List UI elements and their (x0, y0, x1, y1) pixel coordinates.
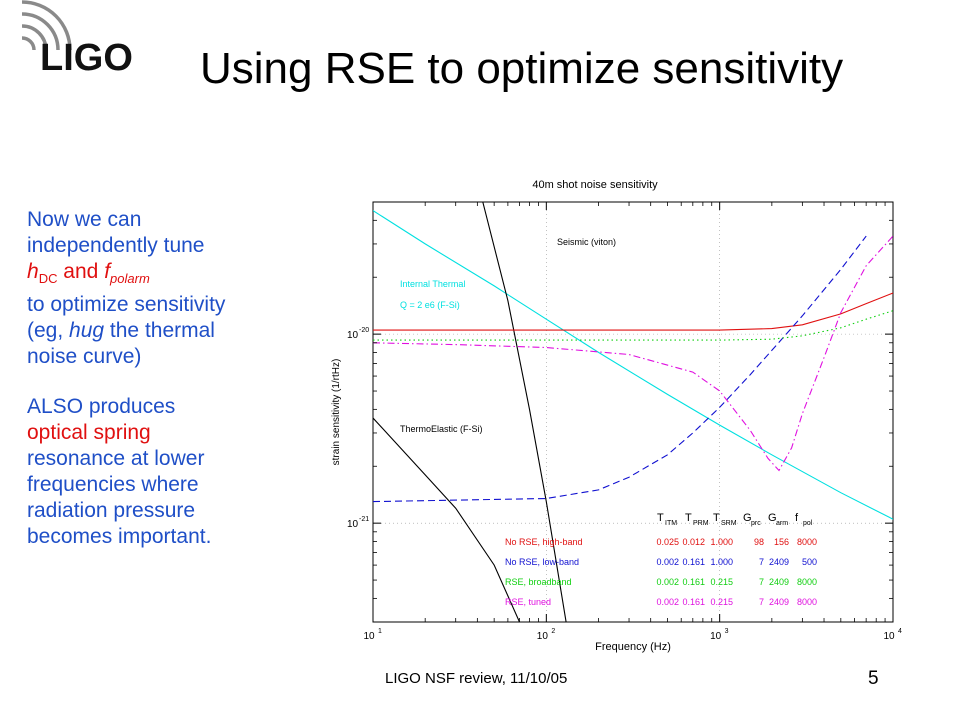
table-cell: 7 (759, 557, 764, 567)
y-tick-exponent: -21 (359, 516, 369, 523)
footer-text: LIGO NSF review, 11/10/05 (385, 670, 568, 687)
series-line (373, 417, 521, 622)
h-subscript: DC (38, 271, 58, 286)
text-line-params: hDC and fpolarm (27, 259, 297, 292)
table-cell: 2409 (769, 597, 789, 607)
h-letter: h (27, 260, 39, 283)
text-line: to optimize sensitivity (27, 293, 226, 316)
table-row-label: No RSE, high-band (505, 537, 583, 547)
table-header: G (743, 512, 752, 524)
table-row-label: No RSE, low-band (505, 557, 579, 567)
curve-annotation: Q = 2 e6 (F-Si) (400, 300, 460, 310)
table-header: f (795, 512, 799, 524)
logo-arcs-icon (21, 0, 72, 51)
table-cell: 98 (754, 537, 764, 547)
series-line (373, 310, 893, 341)
x-tick-label: 10 (883, 631, 895, 642)
table-cell: 0.161 (682, 597, 705, 607)
table-header-sub: pol (803, 520, 813, 527)
x-tick-label: 10 (537, 631, 549, 642)
x-tick-exponent: 2 (551, 628, 555, 635)
table-cell: 2409 (769, 557, 789, 567)
series-line (373, 210, 893, 520)
plot-frame (372, 201, 894, 623)
x-tick-exponent: 3 (725, 628, 729, 635)
table-cell: 0.215 (710, 577, 733, 587)
table-cell: 0.161 (682, 557, 705, 567)
table-cell: 8000 (797, 537, 817, 547)
slide-title: Using RSE to optimize sensitivity (200, 44, 844, 93)
ligo-logo: LIGO (21, 0, 133, 79)
text-line: becomes important. (27, 525, 212, 548)
text-line: radiation pressure (27, 499, 196, 522)
y-axis-label: strain sensitivity (1/rtHz) (331, 359, 342, 466)
page-number: 5 (868, 668, 879, 689)
series-line (482, 202, 567, 622)
table-cell: 8000 (797, 597, 817, 607)
curve-annotation: Internal Thermal (400, 279, 465, 289)
table-cell: 7 (759, 577, 764, 587)
text-line: ALSO produces (27, 395, 176, 418)
table-cell: 8000 (797, 577, 817, 587)
text-line-highlight: optical spring (27, 421, 151, 444)
series-line (373, 235, 893, 472)
sensitivity-chart: 40m shot noise sensitivity 10 1 10 2 10 3 10 41… (331, 179, 902, 653)
table-cell: 1.000 (710, 537, 733, 547)
h-symbol: hDC (27, 260, 58, 286)
table-cell: 0.002 (656, 557, 679, 567)
table-cell: 0.002 (656, 577, 679, 587)
text-line: independently tune (27, 234, 205, 257)
f-symbol: fpolarm (104, 260, 150, 286)
table-cell: 7 (759, 597, 764, 607)
f-subscript: polarm (110, 271, 150, 286)
f-letter: f (104, 260, 111, 283)
text-fragment: the thermal (104, 319, 215, 342)
text-fragment: (eg, (27, 319, 70, 342)
x-tick-exponent: 1 (378, 628, 382, 635)
series-line (373, 235, 867, 503)
series-line (373, 292, 893, 331)
table-header-sub: SRM (721, 520, 737, 527)
table-header: G (768, 512, 777, 524)
text-emphasis: hug (69, 319, 105, 342)
y-tick-label: 10 (347, 519, 359, 530)
table-cell: 156 (774, 537, 789, 547)
table-header: T (713, 512, 720, 524)
table-header: T (657, 512, 664, 524)
x-tick-label: 10 (710, 631, 722, 642)
table-cell: 2409 (769, 577, 789, 587)
table-row-label: RSE, tuned (505, 597, 551, 607)
table-header-sub: PRM (693, 520, 709, 527)
curve-annotation: ThermoElastic (F-Si) (400, 424, 483, 434)
x-tick-exponent: 4 (898, 628, 902, 635)
table-header-sub: arm (776, 520, 788, 527)
curve-annotation: Seismic (viton) (557, 237, 616, 247)
table-cell: 0.002 (656, 597, 679, 607)
x-tick-label: 10 (363, 631, 375, 642)
table-row-label: RSE, broadband (505, 577, 572, 587)
table-cell: 0.012 (682, 537, 705, 547)
table-header-sub: ITM (665, 520, 677, 527)
table-header-sub: prc (751, 520, 761, 527)
chart-title: 40m shot noise sensitivity (532, 179, 658, 191)
table-cell: 1.000 (710, 557, 733, 567)
logo-text: LIGO (40, 37, 133, 79)
table-cell: 500 (802, 557, 817, 567)
text-line: resonance at lower (27, 447, 205, 470)
text-line: Now we can (27, 208, 142, 231)
table-cell: 0.025 (656, 537, 679, 547)
text-line: noise curve) (27, 345, 142, 368)
text-line: frequencies where (27, 473, 199, 496)
table-header: T (685, 512, 692, 524)
table-cell: 0.215 (710, 597, 733, 607)
table-cell: 0.161 (682, 577, 705, 587)
slide-body-text: Now we can independently tune hDC and fp… (27, 207, 297, 550)
x-axis-label: Frequency (Hz) (595, 641, 671, 653)
y-tick-label: 10 (347, 330, 359, 341)
text-line: (eg, hug the thermal (27, 318, 297, 344)
y-tick-exponent: -20 (359, 327, 369, 334)
and-text: and (57, 260, 105, 283)
